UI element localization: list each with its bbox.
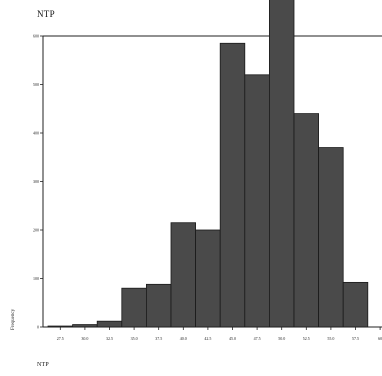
histogram-bars xyxy=(47,0,369,328)
x-tick-label: 37.5 xyxy=(155,336,162,341)
x-tick-label: 47.5 xyxy=(254,336,261,341)
histogram-bar xyxy=(47,325,74,328)
histogram-bar xyxy=(72,324,98,328)
y-tick-label: 500 xyxy=(33,82,39,87)
y-axis-label: Frequency xyxy=(11,308,16,330)
x-tick-label: 52.5 xyxy=(303,336,310,341)
histogram-bar xyxy=(318,147,344,328)
x-axis-label: NTP xyxy=(37,362,49,368)
x-tick-label: 42.5 xyxy=(204,336,211,341)
histogram-bar xyxy=(293,113,320,328)
y-tick-label: 400 xyxy=(33,131,39,136)
y-tick-label: 100 xyxy=(33,276,39,281)
y-tick-label: 0 xyxy=(37,325,39,330)
y-tick-label: 300 xyxy=(33,179,39,184)
y-tick-label: 600 xyxy=(33,34,39,39)
x-tick-label: 45.0 xyxy=(229,336,236,341)
histogram-bar xyxy=(342,281,369,328)
chart-title: NTP xyxy=(37,9,55,19)
x-tick-label: 50.0 xyxy=(278,336,285,341)
y-axis-ticks: 0 100 200 300 400 500 600 xyxy=(33,34,43,330)
y-tick-label: 200 xyxy=(33,228,39,233)
x-tick-label: 60 xyxy=(378,336,382,341)
histogram-bar xyxy=(145,283,172,328)
histogram-bar xyxy=(244,74,270,328)
x-tick-label: 35.0 xyxy=(131,336,138,341)
x-tick-label: 27.5 xyxy=(57,336,64,341)
x-tick-label: 40.0 xyxy=(180,336,187,341)
x-tick-label: 30.0 xyxy=(81,336,88,341)
histogram-bar xyxy=(195,229,221,328)
histogram-bar xyxy=(121,287,147,328)
x-tick-label: 57.5 xyxy=(352,336,359,341)
histogram-bar xyxy=(170,222,197,328)
histogram-bar xyxy=(96,320,123,328)
x-axis-ticks: 27.5 30.0 32.5 35.0 37.5 40.0 42.5 45.0 47.5 50.0… xyxy=(57,327,382,341)
histogram-bar xyxy=(268,0,295,328)
histogram-bar xyxy=(219,42,246,328)
x-tick-label: 55.0 xyxy=(327,336,334,341)
x-tick-label: 32.5 xyxy=(106,336,113,341)
